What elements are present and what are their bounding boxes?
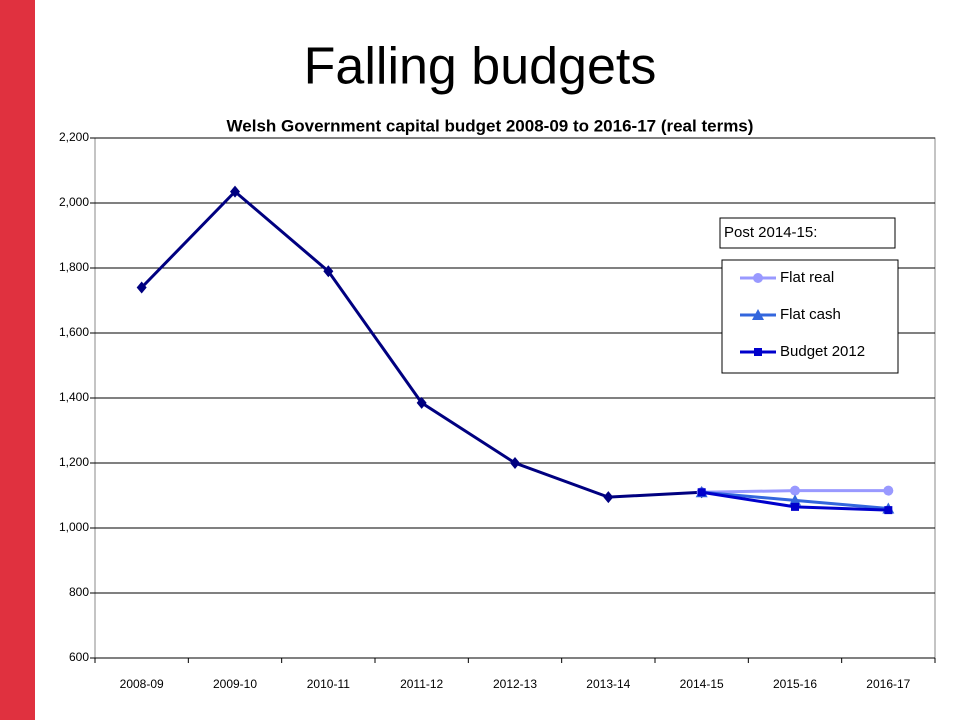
point: [230, 185, 240, 198]
point: [791, 502, 799, 511]
x-tick-label: 2015-16: [773, 677, 817, 691]
y-tick-label: 1,800: [59, 260, 89, 274]
legend-title-box: [719, 217, 896, 249]
legend-marker: [754, 348, 762, 356]
x-tick-label: 2008-09: [120, 677, 164, 691]
y-tick-label: 600: [69, 650, 89, 664]
legend-marker: [752, 309, 764, 320]
y-tick-label: 1,200: [59, 455, 89, 469]
x-tick-label: 2009-10: [213, 677, 257, 691]
y-tick-label: 1,600: [59, 325, 89, 339]
slide-title: Falling budgets: [304, 38, 657, 96]
y-tick-label: 1,000: [59, 520, 89, 534]
legend-label: Budget 2012: [780, 343, 865, 360]
side-bar: [0, 0, 35, 720]
x-tick-label: 2014-15: [680, 677, 724, 691]
y-tick-label: 2,200: [59, 130, 89, 144]
point: [416, 396, 427, 409]
legend-label: Flat cash: [780, 306, 841, 323]
point: [510, 457, 520, 469]
point: [883, 485, 894, 496]
point: [697, 488, 706, 497]
y-tick-label: 1,400: [59, 390, 89, 404]
y-tick-label: 2,000: [59, 195, 89, 209]
x-tick-label: 2012-13: [493, 677, 537, 691]
legend-label: Flat real: [780, 269, 834, 286]
y-tick-label: 800: [69, 585, 89, 599]
chart-title: Welsh Government capital budget 2008-09 …: [227, 116, 754, 135]
point: [884, 506, 893, 515]
legend-marker: [753, 273, 763, 283]
point: [323, 265, 334, 278]
x-tick-label: 2016-17: [866, 677, 910, 691]
point: [136, 281, 147, 294]
point: [603, 491, 614, 504]
point: [789, 494, 801, 506]
series-line: [140, 189, 702, 499]
legend-title: Post 2014-15:: [724, 224, 817, 241]
point: [790, 485, 800, 496]
x-tick-label: 2013-14: [586, 677, 630, 691]
x-tick-label: 2010-11: [307, 677, 350, 691]
x-tick-label: 2011-12: [400, 677, 443, 691]
